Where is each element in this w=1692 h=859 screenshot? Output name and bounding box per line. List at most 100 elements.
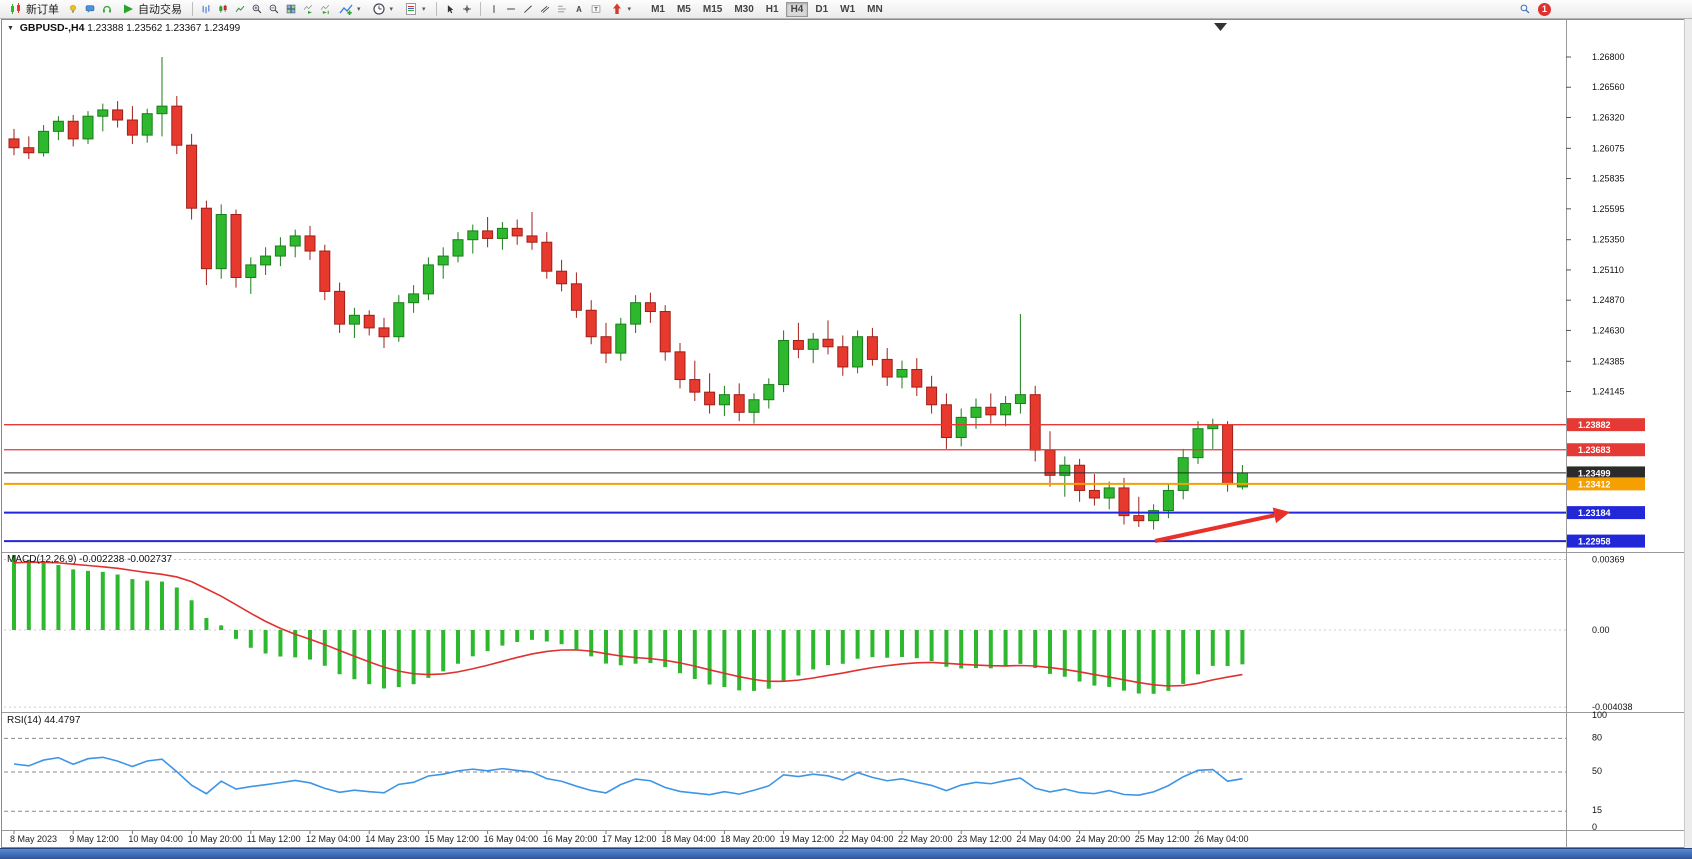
date-axis-label: 25 May 12:00	[1135, 834, 1190, 844]
timeframe-m5-button[interactable]: M5	[672, 2, 696, 17]
macd-histogram-bar	[692, 630, 697, 680]
auto-scroll-icon[interactable]	[301, 2, 315, 16]
bottom-scrollbar[interactable]	[0, 848, 1692, 859]
macd-histogram-bar	[1048, 630, 1052, 674]
macd-histogram-bar	[1018, 630, 1023, 664]
vertical-line-icon[interactable]	[487, 2, 501, 16]
macd-histogram-bar	[1033, 630, 1038, 669]
macd-histogram-bar	[1166, 630, 1171, 691]
candle	[955, 416, 967, 439]
macd-signal-line	[13, 561, 1243, 687]
macd-histogram-bar	[678, 630, 682, 674]
candle	[822, 338, 834, 348]
candle	[1059, 464, 1071, 476]
macd-histogram-bar	[766, 630, 771, 689]
headset-icon[interactable]	[100, 2, 114, 16]
candle	[348, 314, 360, 325]
timeframe-d1-button[interactable]: D1	[810, 2, 833, 17]
autotrading-button[interactable]: 自动交易	[117, 1, 186, 18]
timeframe-mn-button[interactable]: MN	[862, 2, 888, 17]
candle	[393, 302, 405, 338]
candle	[467, 230, 479, 241]
price-axis-label: 1.25835	[1592, 174, 1625, 184]
macd-histogram-bar	[219, 625, 224, 630]
macd-histogram-bar	[86, 570, 90, 630]
search-icon[interactable]	[1518, 2, 1532, 16]
horizontal-line-icon[interactable]	[504, 2, 518, 16]
chat-icon[interactable]	[83, 2, 97, 16]
periods-button[interactable]: ▾	[368, 1, 398, 18]
svg-text:A: A	[576, 5, 582, 14]
price-axis-label: 1.25595	[1592, 204, 1625, 214]
svg-text:T: T	[594, 7, 598, 13]
price-tag-label: 1.23683	[1578, 445, 1611, 455]
date-axis-label: 16 May 04:00	[484, 834, 539, 844]
timeframe-h1-button[interactable]: H1	[761, 2, 784, 17]
templates-icon	[406, 3, 417, 15]
timeframe-h4-button[interactable]: H4	[785, 1, 809, 17]
macd-histogram-bar	[959, 630, 964, 669]
trendline-icon[interactable]	[521, 2, 535, 16]
price-axis-label: 1.26800	[1592, 52, 1625, 62]
macd-histogram-bar	[189, 600, 194, 630]
candle	[792, 340, 804, 350]
lightbulb-icon[interactable]	[66, 2, 80, 16]
candlestick-chart-icon[interactable]	[216, 2, 230, 16]
candle	[319, 250, 331, 292]
timeframe-w1-button[interactable]: W1	[835, 2, 860, 17]
timeframe-m30-button[interactable]: M30	[729, 2, 758, 17]
indicators-button[interactable]: ▾	[335, 1, 365, 18]
candle	[1222, 424, 1234, 485]
channel-icon[interactable]	[538, 2, 552, 16]
timeframe-m15-button[interactable]: M15	[698, 2, 727, 17]
text-label-icon[interactable]: T	[589, 2, 603, 16]
notification-badge[interactable]: 1	[1538, 2, 1551, 16]
text-icon[interactable]: A	[572, 2, 586, 16]
price-axis-label: 1.24630	[1592, 325, 1625, 335]
macd-histogram-bar	[1122, 630, 1126, 691]
candle	[600, 336, 612, 354]
macd-histogram-bar	[1062, 630, 1067, 677]
price-tag-label: 1.23184	[1578, 508, 1611, 518]
macd-histogram-bar	[530, 630, 534, 640]
macd-histogram-bar	[160, 581, 164, 630]
timeframe-m1-button[interactable]: M1	[646, 2, 670, 17]
rsi-scale-label: 100	[1592, 710, 1607, 720]
macd-histogram-bar	[248, 630, 253, 648]
crosshair-icon[interactable]	[460, 2, 474, 16]
macd-histogram-bar	[1077, 630, 1082, 682]
macd-histogram-bar	[41, 562, 46, 630]
price-axis-label: 1.26560	[1592, 82, 1625, 92]
cursor-icon[interactable]	[443, 2, 457, 16]
bar-chart-icon[interactable]	[199, 2, 213, 16]
price-tag-label: 1.23882	[1578, 420, 1611, 430]
macd-histogram-bar	[278, 630, 283, 657]
new-order-button[interactable]: 新订单	[5, 1, 63, 18]
macd-histogram-bar	[752, 630, 756, 691]
date-axis-label: 19 May 12:00	[780, 834, 835, 844]
rsi-name: RSI(14)	[7, 715, 42, 726]
macd-histogram-bar	[988, 630, 993, 669]
shapes-button[interactable]: ▾	[606, 1, 636, 18]
candle	[1044, 449, 1056, 476]
price-tag-label: 1.23499	[1578, 468, 1611, 478]
tile-windows-icon[interactable]	[284, 2, 298, 16]
new-order-icon	[11, 3, 20, 14]
collapse-chart-icon[interactable]: ▼	[7, 25, 14, 32]
window-right-edge[interactable]	[1684, 19, 1692, 848]
zoom-out-icon[interactable]	[267, 2, 281, 16]
fibonacci-icon[interactable]	[555, 2, 569, 16]
line-chart-icon[interactable]	[233, 2, 247, 16]
chart-shift-icon[interactable]	[318, 2, 332, 16]
candle	[1103, 487, 1115, 499]
templates-button[interactable]: ▾	[400, 1, 430, 18]
zoom-in-icon[interactable]	[250, 2, 264, 16]
candle	[38, 130, 50, 154]
price-axis-label: 1.24145	[1592, 387, 1625, 397]
trend-arrow-line[interactable]	[1154, 513, 1275, 543]
autotrading-label: 自动交易	[138, 4, 182, 16]
macd-histogram-bar	[293, 630, 298, 658]
macd-histogram-bar	[618, 630, 623, 666]
trend-arrow-head[interactable]	[1272, 507, 1290, 524]
